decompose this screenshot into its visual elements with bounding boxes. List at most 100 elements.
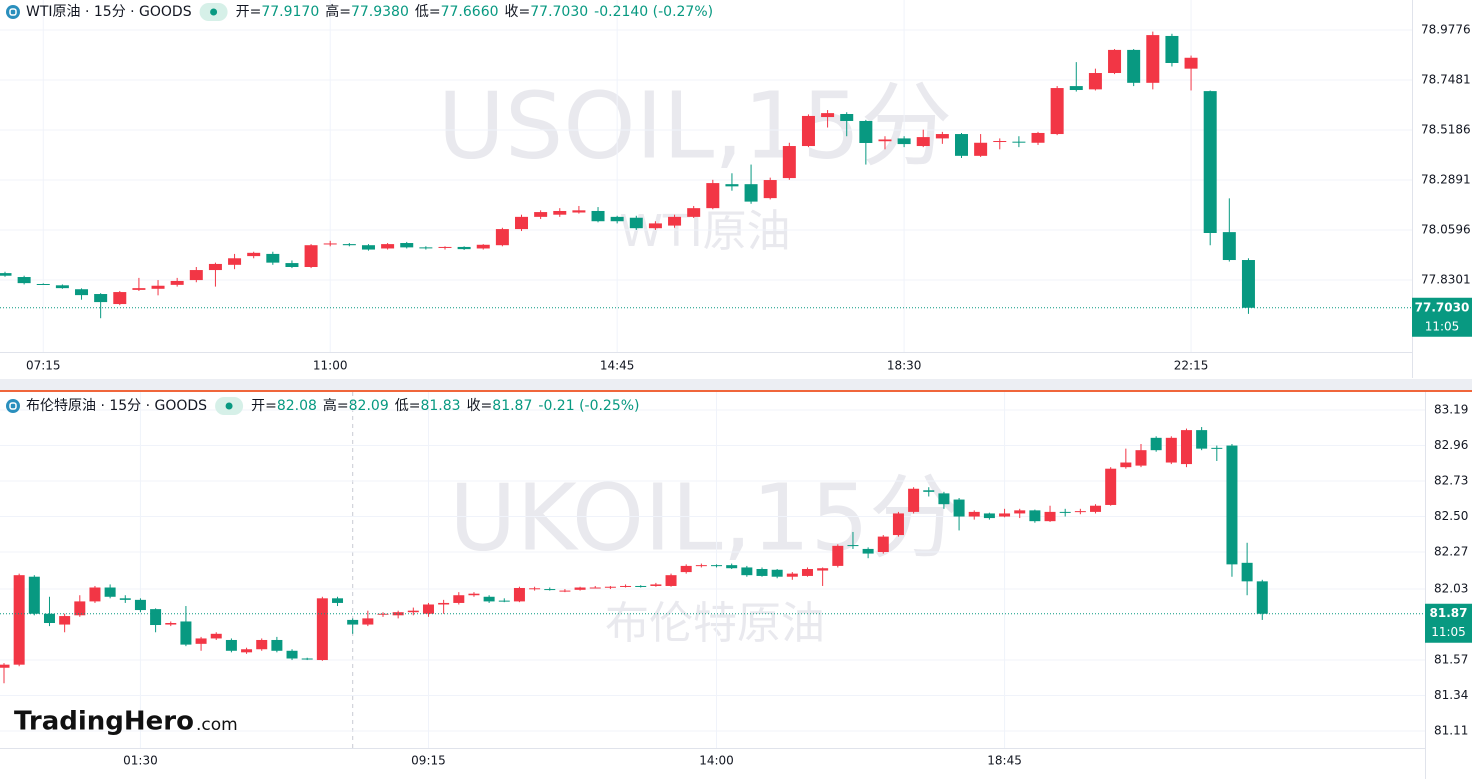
candle-body [763,180,777,199]
y-tick-label: 81.34 [1434,688,1468,702]
candle-body [1059,511,1071,513]
candle-body [304,245,318,267]
y-tick-label: 82.73 [1434,474,1468,488]
ohlc-key: 收= [505,4,531,20]
candle-body [422,604,434,614]
candle-body [878,139,892,142]
candle-body [1105,468,1117,505]
candle-body [132,288,146,290]
ohlc-key: 开= [236,4,262,20]
candle-body [786,573,798,577]
candle-body [1069,86,1083,91]
candle-body [1241,260,1255,308]
candle-body [1146,35,1160,83]
candle-body [534,212,548,217]
candle-body [725,184,739,187]
candle-body [650,584,662,586]
symbol-icon-inner [9,402,17,410]
candle-body [897,138,911,145]
candle-body [150,609,162,626]
x-tick-label: 09:15 [411,754,446,768]
x-tick-label: 18:45 [987,754,1022,768]
ohlc-key: 低= [395,398,421,414]
candle-body [89,587,101,602]
candle-body [648,223,662,229]
candle-body [0,273,12,276]
candle-body [589,587,601,589]
candle-body [695,565,707,567]
y-tick-label: 78.5186 [1421,122,1471,136]
candle-body [1012,141,1026,143]
candle-body [1150,437,1162,451]
candle-body [476,244,490,249]
candle-body [635,585,647,587]
countdown-label: 11:05 [1425,319,1460,333]
candle-body [1203,91,1217,233]
candle-body [59,616,71,625]
candle-body [821,113,835,118]
candle-body [771,569,783,577]
candle-body [955,134,968,156]
y-tick-label: 81.11 [1434,724,1468,738]
candle-body [668,216,682,226]
candle-body [43,613,55,624]
y-tick-label: 78.0596 [1421,223,1471,237]
candle-body [1211,447,1223,449]
countdown-label: 11:05 [1431,625,1466,639]
candle-body [993,141,1007,143]
y-tick-label: 77.8301 [1421,273,1471,287]
y-tick-label: 78.7481 [1421,72,1471,86]
ohlc-value: 77.7030 [530,4,588,20]
y-tick-label: 82.03 [1434,582,1468,596]
candle-body [195,638,207,644]
y-tick-label: 82.50 [1434,509,1468,523]
ohlc-value: 77.6660 [441,4,499,20]
candle-body [104,587,116,597]
candle-body [247,252,261,257]
candle-body [1088,73,1102,90]
candle-body [1127,49,1141,83]
candle-body [817,568,829,571]
y-tick-label: 78.2891 [1421,173,1471,187]
candle-body [832,545,844,566]
x-tick-label: 14:45 [600,359,635,373]
candle-body [347,619,359,625]
candle-body [892,513,904,536]
candle-body [1196,430,1208,449]
watermark-name: 布伦特原油 [605,598,825,649]
symbol-icon [6,399,20,413]
ohlc-key: 低= [415,4,441,20]
candle-body [266,253,280,263]
candle-body [1029,510,1041,522]
candle-body [908,488,920,512]
candle-body [680,565,692,573]
candle-body [968,511,980,517]
candle-body [256,639,268,650]
candle-body [916,137,930,147]
candle-body [495,229,509,246]
candle-body [285,263,299,267]
logo-domain: .com [196,715,238,735]
candle-body [1090,505,1102,512]
logo-name: TradingHero [14,707,194,737]
change-label: -0.21 (-0.25%) [538,398,639,414]
candle-body [1165,437,1177,463]
status-dot [210,8,218,16]
candle-body [859,120,873,143]
candle-body [877,536,889,553]
candle-body [1180,430,1192,465]
candle-body [170,280,184,285]
price-tag-label: 77.7030 [1415,300,1470,314]
candle-body [0,664,10,668]
panel-separator [0,379,1472,390]
ohlc-key: 开= [251,398,277,414]
candle-body [983,513,995,519]
candle-body [271,639,283,651]
candle-body [113,292,127,305]
change-label: -0.2140 (-0.27%) [594,4,713,20]
candle-body [1044,511,1056,522]
symbol-icon-inner [9,8,17,16]
price-tag [1425,603,1472,643]
candle-body [513,587,525,602]
